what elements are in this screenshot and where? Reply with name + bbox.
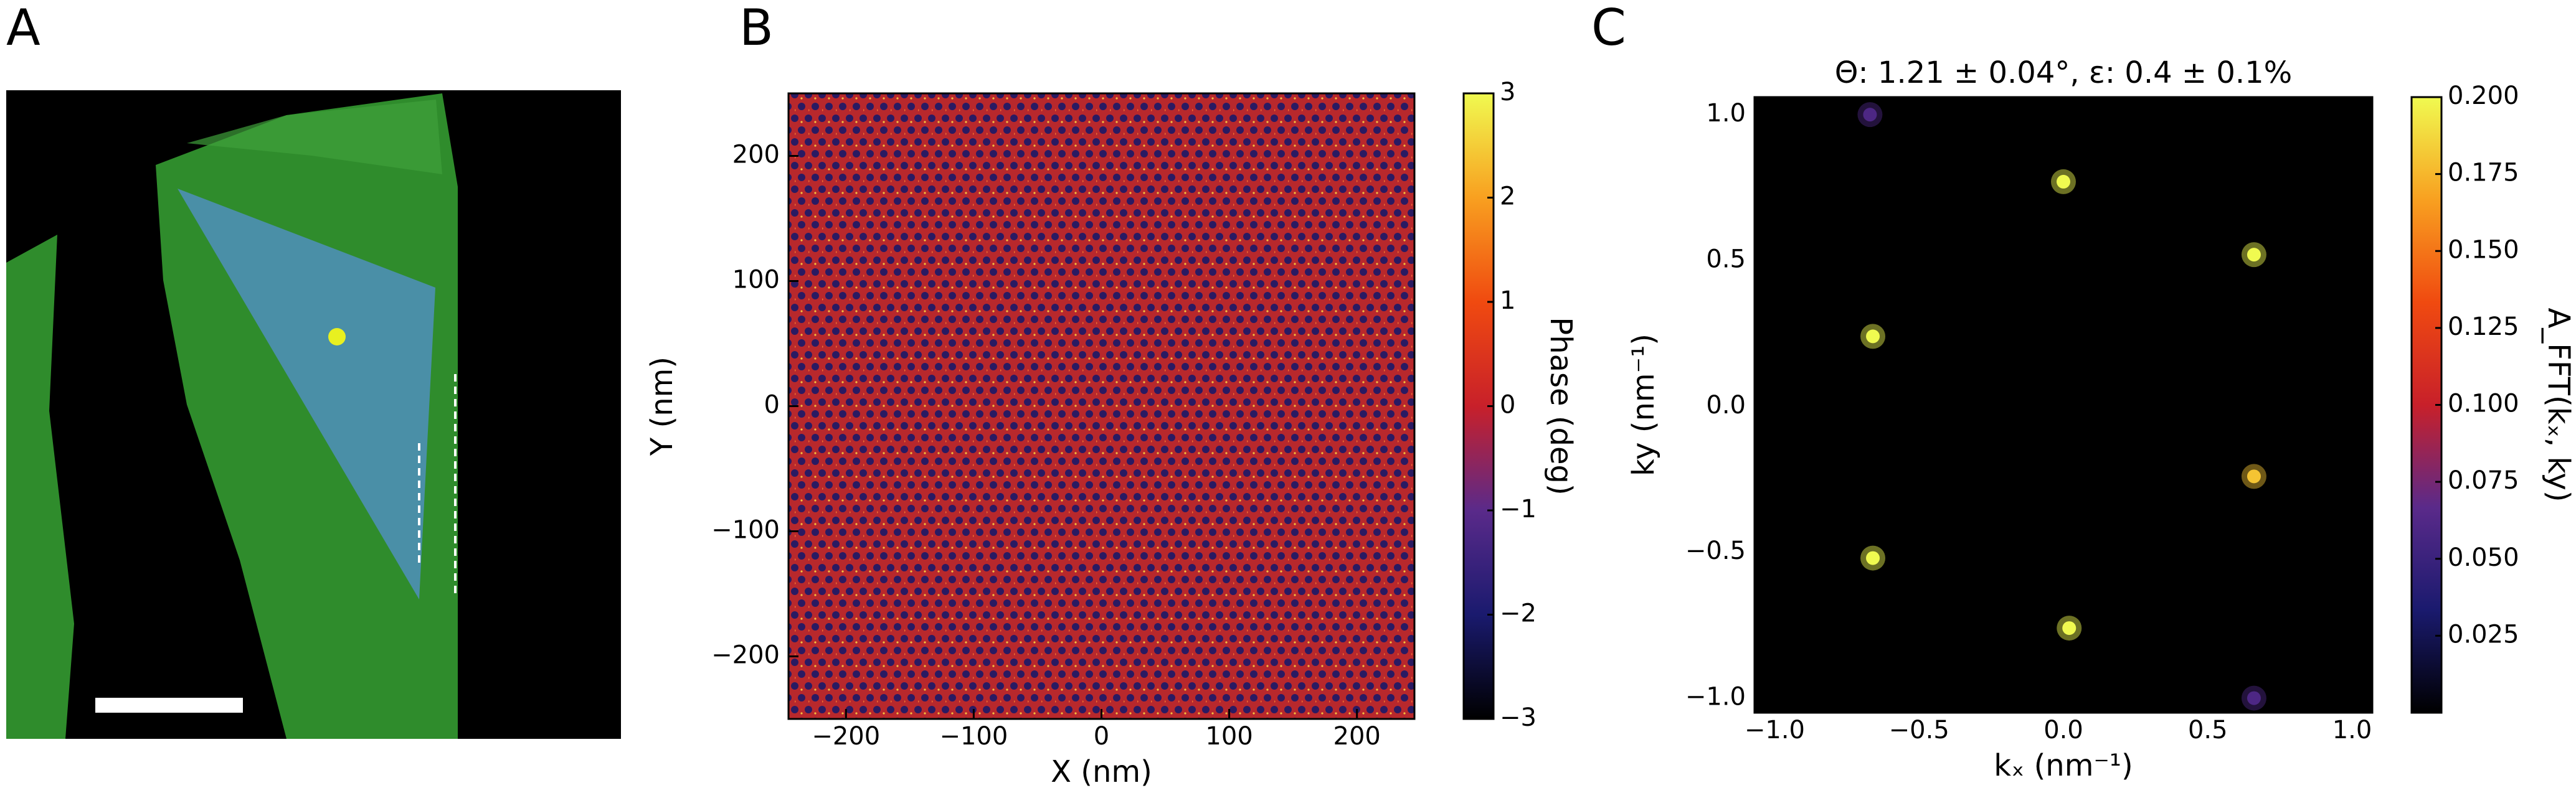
- plot-background: [1754, 97, 2372, 713]
- x-tick-label: −200: [812, 722, 880, 751]
- panel-label: C: [1591, 0, 1626, 57]
- y-tick-label: −0.5: [1685, 537, 1746, 565]
- colorbar-label: Phase (deg): [1543, 317, 1578, 495]
- peak: [2247, 469, 2261, 484]
- micrograph: [6, 90, 621, 739]
- x-tick-label: −1.0: [1745, 716, 1805, 744]
- flake-highlight: [187, 100, 442, 174]
- y-tick-label: 0.5: [1706, 245, 1746, 273]
- y-tick-label: −100: [711, 516, 780, 545]
- y-tick-label: −1.0: [1685, 683, 1746, 711]
- y-tick-label: −200: [711, 641, 780, 670]
- flake: [6, 235, 74, 739]
- x-axis-label: kₓ (nm⁻¹): [1994, 748, 2133, 783]
- peak: [1863, 108, 1877, 122]
- region-overlay: [178, 189, 435, 599]
- peak: [2247, 248, 2261, 262]
- y-tick-label: 0.0: [1706, 391, 1746, 420]
- colorbar-tick-label: 0.025: [2448, 620, 2519, 649]
- colorbar-tick-label: 0.150: [2448, 235, 2519, 264]
- x-tick-label: 200: [1333, 722, 1381, 751]
- chart-title: Θ: 1.21 ± 0.04°, ε: 0.4 ± 0.1%: [1835, 55, 2293, 90]
- peak: [2057, 174, 2070, 189]
- colorbar-tick-label: 1: [1500, 286, 1515, 315]
- y-tick-label: 100: [732, 266, 780, 294]
- panel-label: A: [6, 0, 40, 57]
- y-axis-label: ky (nm⁻¹): [1626, 334, 1661, 476]
- y-tick-label: 0: [764, 391, 780, 420]
- panel-label: B: [739, 0, 774, 57]
- peak: [2062, 621, 2076, 636]
- y-axis-label: Y (nm): [645, 357, 680, 456]
- x-axis-label: X (nm): [1051, 754, 1152, 789]
- colorbar-tick-label: 0.200: [2448, 82, 2519, 110]
- x-tick-label: 100: [1205, 722, 1252, 751]
- colorbar-tick-label: 0.050: [2448, 543, 2519, 572]
- colorbar-tick-label: −3: [1500, 703, 1537, 732]
- colorbar-tick-label: 0.100: [2448, 390, 2519, 418]
- colorbar-tick-label: 0: [1500, 391, 1515, 420]
- y-tick-label: 1.0: [1706, 99, 1746, 128]
- colorbar-tick-label: 2: [1500, 182, 1515, 211]
- x-tick-label: −100: [939, 722, 1008, 751]
- colorbar-tick-label: 0.175: [2448, 159, 2519, 187]
- peak: [1866, 329, 1880, 344]
- x-tick-label: 1.0: [2332, 716, 2372, 744]
- heatmap-image: [788, 93, 1414, 719]
- colorbar-tick-label: 3: [1500, 78, 1515, 106]
- x-tick-label: −0.5: [1889, 716, 1949, 744]
- marker-dot: [328, 328, 346, 345]
- colorbar-label: A_FFT(kₓ, ky): [2541, 307, 2576, 502]
- x-tick-label: 0.0: [2043, 716, 2083, 744]
- colorbar-tick-label: 0.075: [2448, 466, 2519, 495]
- colorbar-tick-label: 0.125: [2448, 312, 2519, 341]
- peak: [2247, 691, 2261, 705]
- x-tick-label: 0: [1094, 722, 1109, 751]
- colorbar-tick-label: −2: [1500, 599, 1537, 628]
- scale-bar: [95, 698, 243, 713]
- peak: [1866, 551, 1880, 565]
- y-tick-label: 200: [732, 141, 780, 169]
- x-tick-label: 0.5: [2188, 716, 2228, 744]
- colorbar-tick-label: −1: [1500, 495, 1537, 523]
